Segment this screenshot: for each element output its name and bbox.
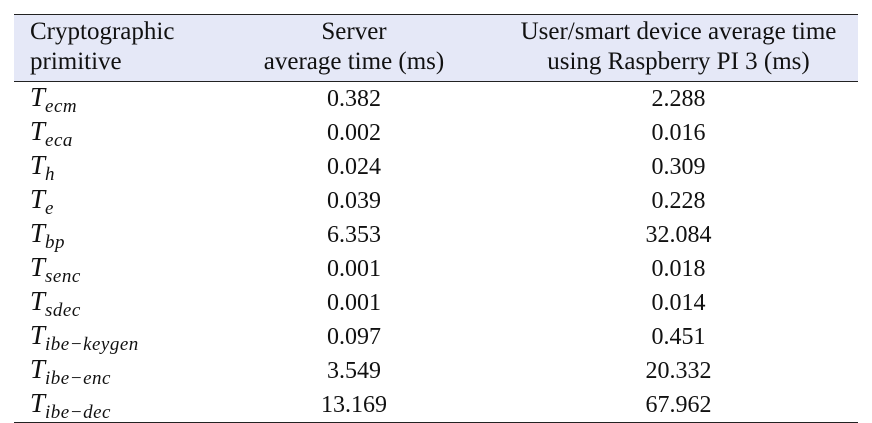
primitive-subscript: ecm: [45, 96, 78, 117]
cell-device-time: 0.014: [651, 289, 706, 316]
cell-primitive: Tsdec: [14, 286, 209, 321]
cell-device-time: 2.288: [499, 81, 858, 116]
table-row: Tecm 0.382 2.288: [14, 81, 858, 117]
primitive-subscript: bp: [45, 232, 66, 253]
primitive-subscript: ibe−keygen: [45, 334, 139, 355]
cell-primitive: Tbp: [14, 218, 209, 253]
table-row: Tibe−keygen 0.097 0.451: [14, 320, 858, 355]
primitive-subscript: e: [45, 198, 54, 219]
table-row: Tsdec 0.001 0.014: [14, 286, 858, 321]
cell-primitive: Tsenc: [14, 252, 209, 287]
cell-server-time: 0.024: [327, 153, 381, 180]
primitive-subscript: sdec: [45, 300, 81, 321]
header-primitive-line2: primitive: [30, 48, 122, 75]
cell-device-time: 0.018: [651, 255, 706, 282]
cell-device-time: 0.451: [651, 323, 706, 350]
cell-device-time: 0.016: [651, 119, 706, 146]
table-row: Tibe−enc 3.549 20.332: [14, 354, 858, 389]
header-server-line1: Server: [321, 18, 387, 45]
table-row: Te 0.039 0.228: [14, 184, 858, 219]
cell-server-time: 0.002: [327, 119, 381, 146]
cell-server-time: 3.549: [327, 357, 381, 384]
cell-server-time: 0.001: [327, 255, 381, 282]
cell-device-time: 0.309: [651, 153, 706, 180]
primitive-symbol: T: [30, 218, 46, 248]
cell-device-time: 0.228: [651, 187, 706, 214]
primitive-symbol: T: [30, 82, 46, 112]
header-server: Server average time (ms): [209, 15, 499, 82]
cell-primitive: Tecm: [14, 81, 209, 117]
header-device-line2: using Raspberry PI 3 (ms): [547, 48, 810, 75]
primitive-symbol: T: [30, 184, 46, 214]
table-row: Tsenc 0.001 0.018: [14, 252, 858, 287]
timing-table: Cryptographic primitive Server average t…: [14, 14, 858, 423]
primitive-symbol: T: [30, 150, 46, 180]
primitive-subscript: ibe−enc: [45, 368, 111, 389]
primitive-symbol: T: [30, 320, 46, 350]
primitive-symbol: T: [30, 252, 46, 282]
cell-device-time: 32.084: [645, 221, 712, 248]
cell-server-time: 13.169: [321, 391, 387, 418]
header-primitive-line1: Cryptographic: [30, 18, 175, 45]
primitive-symbol: T: [30, 286, 46, 316]
primitive-symbol: T: [30, 388, 46, 418]
primitive-symbol: T: [30, 354, 46, 384]
cell-primitive: Teca: [14, 116, 209, 151]
primitive-subscript: senc: [45, 266, 81, 287]
table-row: Tbp 6.353 32.084: [14, 218, 858, 253]
header-device: User/smart device average time using Ras…: [499, 15, 858, 82]
primitive-subscript: eca: [45, 130, 73, 151]
primitive-subscript: ibe−dec: [45, 402, 111, 423]
cell-server-time: 0.097: [327, 323, 381, 350]
timing-table-container: Cryptographic primitive Server average t…: [14, 14, 858, 423]
cell-server-time: 6.353: [327, 221, 381, 248]
table-row: Teca 0.002 0.016: [14, 116, 858, 151]
cell-primitive: Te: [14, 184, 209, 219]
primitive-symbol: T: [30, 116, 46, 146]
header-primitive: Cryptographic primitive: [14, 15, 209, 82]
header-server-line2: average time (ms): [263, 48, 445, 75]
cell-device-time: 67.962: [645, 391, 712, 418]
table-row: Tibe−dec 13.169 67.962: [14, 388, 858, 423]
table-row: Th 0.024 0.309: [14, 150, 858, 185]
cell-server-time: 0.382: [209, 81, 499, 116]
header-row: Cryptographic primitive Server average t…: [14, 14, 858, 82]
cell-primitive: Tibe−keygen: [14, 320, 209, 355]
cell-server-time: 0.001: [327, 289, 381, 316]
cell-device-time: 20.332: [645, 357, 712, 384]
table-header: Cryptographic primitive Server average t…: [14, 14, 858, 82]
cell-server-time: 0.039: [327, 187, 381, 214]
cell-primitive: Tibe−dec: [14, 388, 209, 423]
table-body: Tecm 0.382 2.288 Teca 0.002 0.016 Th 0.024 0.309…: [14, 81, 858, 423]
header-device-line1: User/smart device average time: [520, 18, 837, 45]
primitive-subscript: h: [45, 164, 56, 185]
cell-primitive: Tibe−enc: [14, 354, 209, 389]
cell-primitive: Th: [14, 150, 209, 185]
